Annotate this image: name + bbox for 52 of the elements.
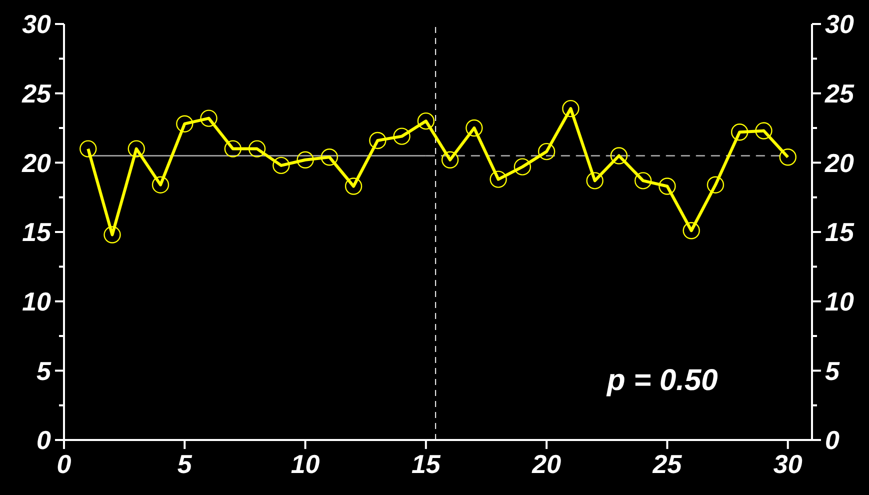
- point: [706, 176, 724, 194]
- point: [417, 112, 435, 130]
- point: [176, 115, 194, 132]
- point: [514, 158, 532, 176]
- x-tick-label: 30: [773, 449, 803, 479]
- y-tick-label: 5: [36, 356, 52, 386]
- point: [369, 132, 386, 150]
- point: [272, 156, 290, 174]
- y2-tick-label: 5: [825, 356, 840, 386]
- y-tick-label: 25: [21, 78, 52, 108]
- point: [634, 172, 652, 190]
- point: [755, 122, 772, 140]
- point: [610, 147, 628, 164]
- annotation: p = 0.50: [606, 364, 718, 397]
- point: [466, 119, 483, 137]
- point: [779, 148, 796, 166]
- y2-tick-label: 10: [825, 286, 854, 316]
- point: [344, 178, 362, 195]
- y2-tick-label: 20: [824, 148, 854, 178]
- point: [658, 178, 676, 195]
- point: [296, 151, 314, 168]
- point: [586, 172, 604, 190]
- point: [128, 140, 145, 158]
- point: [731, 124, 748, 141]
- y2-tick-label: 30: [825, 9, 854, 40]
- point: [80, 140, 97, 158]
- y-tick-label: 20: [21, 148, 52, 178]
- point: [562, 100, 580, 118]
- point: [224, 140, 242, 158]
- point: [248, 140, 266, 158]
- y2-tick-label: 15: [825, 217, 854, 248]
- point: [320, 148, 338, 166]
- x-tick-label: 10: [290, 449, 320, 479]
- y-tick-label: 10: [22, 286, 52, 316]
- point: [393, 128, 410, 145]
- point: [441, 151, 459, 168]
- x-tick-label: 0: [56, 449, 72, 479]
- y2-tick-label: 25: [824, 78, 854, 108]
- y2-tick-label: 0: [825, 425, 840, 456]
- point: [200, 110, 218, 127]
- x-tick-label: 5: [177, 449, 192, 479]
- point: [682, 222, 700, 240]
- point: [538, 142, 556, 160]
- y-tick-label: 0: [36, 425, 52, 456]
- point: [490, 170, 507, 188]
- y-tick-label: 15: [22, 217, 52, 248]
- point: [104, 226, 121, 244]
- y-tick-label: 30: [22, 9, 52, 40]
- point: [152, 176, 170, 194]
- x-tick-label: 15: [411, 449, 441, 479]
- x-tick-label: 20: [531, 449, 562, 479]
- x-tick-label: 25: [652, 449, 682, 479]
